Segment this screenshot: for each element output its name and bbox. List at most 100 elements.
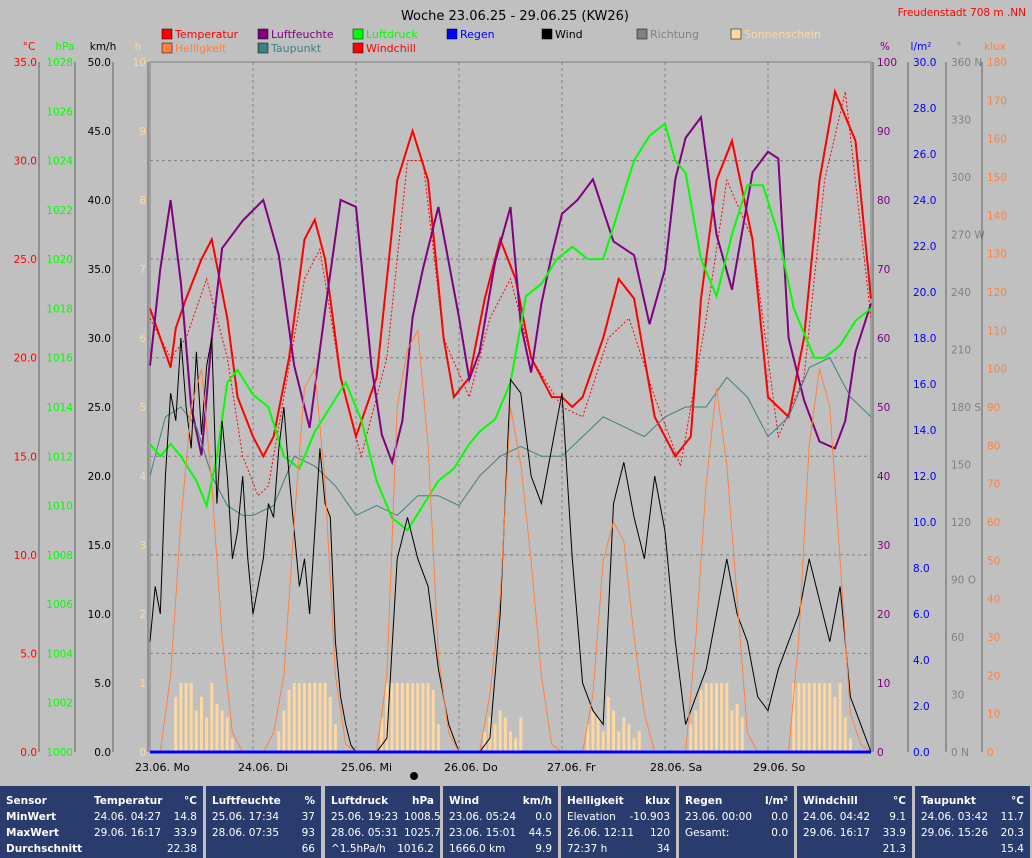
- pressure-tick-label: 1008: [46, 550, 73, 562]
- legend-label: Richtung: [650, 28, 699, 41]
- direction-tick-label: 60: [951, 632, 964, 644]
- stats-row: 29.06. 16:17 33.9: [94, 825, 197, 841]
- sunshine-bar: [292, 683, 296, 752]
- stats-row-label: 25.06. 19:23: [331, 811, 398, 823]
- sun-tick-label: 9: [139, 126, 146, 138]
- rain-tick-label: 6.0: [913, 609, 930, 621]
- temp-tick-label: 10.0: [14, 550, 37, 562]
- sensor-row-label: Durchschnitt: [6, 843, 83, 855]
- stats-row: 15.4: [921, 841, 1024, 857]
- stats-group-wind: Wind km/h 23.06. 05:24 0.0 23.06. 15:01 44.5 1…: [443, 786, 558, 858]
- sunshine-bar: [380, 717, 384, 752]
- rain-tick-label: 18.0: [913, 333, 936, 345]
- stats-group-title: Windchill: [803, 795, 858, 807]
- sunshine-bar: [395, 683, 399, 752]
- sunshine-bar: [200, 696, 203, 752]
- stats-group-luftdruck: Luftdruck hPa 25.06. 19:23 1008.5 28.06. 05:…: [325, 786, 441, 858]
- series-luftdruck: [149, 121, 872, 532]
- pressure-tick-label: 1028: [46, 57, 73, 69]
- direction-tick-label: 30: [951, 690, 964, 702]
- stats-row-label: [212, 841, 261, 857]
- rain-tick-label: 12.0: [913, 471, 936, 483]
- stats-row: 24.06. 03:42 11.7: [921, 809, 1024, 825]
- stats-row: 24.06. 04:27 14.8: [94, 809, 197, 825]
- sunshine-bar: [622, 717, 626, 752]
- stats-row-label: Gesamt:: [685, 827, 730, 839]
- wind-axis-unit: km/h: [90, 41, 117, 53]
- sunshine-bar: [509, 731, 512, 752]
- humidity-tick-label: 50: [877, 402, 890, 414]
- humidity-tick-label: 60: [877, 333, 890, 345]
- weather-chart: Woche 23.06.25 - 29.06.25 (KW26) Freuden…: [13, 7, 1026, 780]
- direction-tick-label: 180 S: [951, 402, 981, 414]
- stats-row-value: 1025.7: [404, 827, 441, 839]
- direction-tick-label: 90 O: [951, 575, 976, 587]
- sunshine-bar: [220, 710, 224, 752]
- sunshine-bar: [802, 683, 806, 752]
- sunshine-bar: [596, 717, 600, 752]
- pressure-axis-unit: hPa: [56, 41, 75, 53]
- sunshine-bar: [416, 683, 420, 752]
- stats-row-label: 24.06. 04:27: [94, 811, 161, 823]
- humidity-tick-label: 90: [877, 126, 890, 138]
- pressure-tick-label: 1000: [46, 747, 73, 759]
- stats-row-label: Elevation: [567, 811, 616, 823]
- direction-tick-label: 150: [951, 460, 971, 472]
- rain-tick-label: 16.0: [913, 379, 936, 391]
- lux-tick-label: 150: [987, 172, 1007, 184]
- stats-group-title: Helligkeit: [567, 795, 624, 807]
- moon-phase-icon: [410, 772, 418, 780]
- sunshine-bar: [823, 683, 827, 752]
- lux-tick-label: 90: [987, 402, 1000, 414]
- temp-tick-label: 35.0: [14, 57, 37, 69]
- lux-tick-label: 170: [987, 95, 1007, 107]
- stats-row-label: 26.06. 12:11: [567, 827, 634, 839]
- lux-tick-label: 50: [987, 555, 1000, 567]
- sunshine-bar: [189, 683, 193, 752]
- sunshine-bar: [225, 717, 229, 752]
- x-axis: 23.06. Mo 24.06. Di 25.06. Mi 26.06. Do 27.0…: [135, 761, 805, 780]
- wind-tick-label: 5.0: [94, 678, 111, 690]
- stats-row-label: 72:37 h: [567, 843, 608, 855]
- stats-row: 25.06. 17:34 37: [212, 809, 315, 825]
- legend-label: Luftfeuchte: [271, 28, 334, 41]
- sunshine-bar: [205, 717, 209, 752]
- x-tick-label: 27.06. Fr: [547, 761, 596, 774]
- stats-row-label: [803, 841, 852, 857]
- stats-row-value: 34: [656, 843, 670, 855]
- sunshine-bar: [591, 710, 595, 752]
- stats-row: 28.06. 07:35 93: [212, 825, 315, 841]
- sunshine-bar: [328, 696, 332, 752]
- sun-tick-label: 0: [139, 747, 146, 759]
- stats-row-label: 29.06. 16:17: [94, 827, 161, 839]
- stats-row-label: 24.06. 03:42: [921, 811, 988, 823]
- sunshine-bar: [586, 724, 590, 752]
- sunshine-bar: [606, 696, 610, 752]
- series-temperatur: [149, 88, 872, 459]
- sunshine-bar: [436, 724, 440, 752]
- stats-row-value: 9.1: [889, 811, 906, 823]
- sunshine-bar: [843, 717, 847, 752]
- wind-tick-label: 35.0: [88, 264, 111, 276]
- sunshine-bar: [406, 683, 409, 752]
- sunshine-bar: [323, 683, 327, 752]
- sunshine-bar: [812, 683, 816, 752]
- direction-tick-label: 210: [951, 345, 971, 357]
- legend-swatch: [730, 28, 742, 40]
- lux-tick-label: 120: [987, 287, 1007, 299]
- sunshine-bar: [632, 738, 636, 752]
- sunshine-bar: [210, 683, 214, 752]
- stats-row-value: 66: [301, 843, 315, 855]
- rain-tick-label: 0.0: [913, 747, 930, 759]
- sunshine-bar: [483, 731, 487, 752]
- stats-group-title: Wind: [449, 795, 480, 807]
- stats-row-value: 0.0: [535, 811, 552, 823]
- humidity-tick-label: 70: [877, 264, 890, 276]
- rain-tick-label: 22.0: [913, 241, 936, 253]
- sunshine-bar: [498, 710, 502, 752]
- stats-row: 1666.0 km 9.9: [449, 841, 552, 857]
- sunshine-bar: [318, 683, 322, 752]
- sunshine-bar: [519, 717, 523, 752]
- legend-label: Helligkeit: [175, 42, 227, 55]
- stats-row-label: 1666.0 km: [449, 843, 506, 855]
